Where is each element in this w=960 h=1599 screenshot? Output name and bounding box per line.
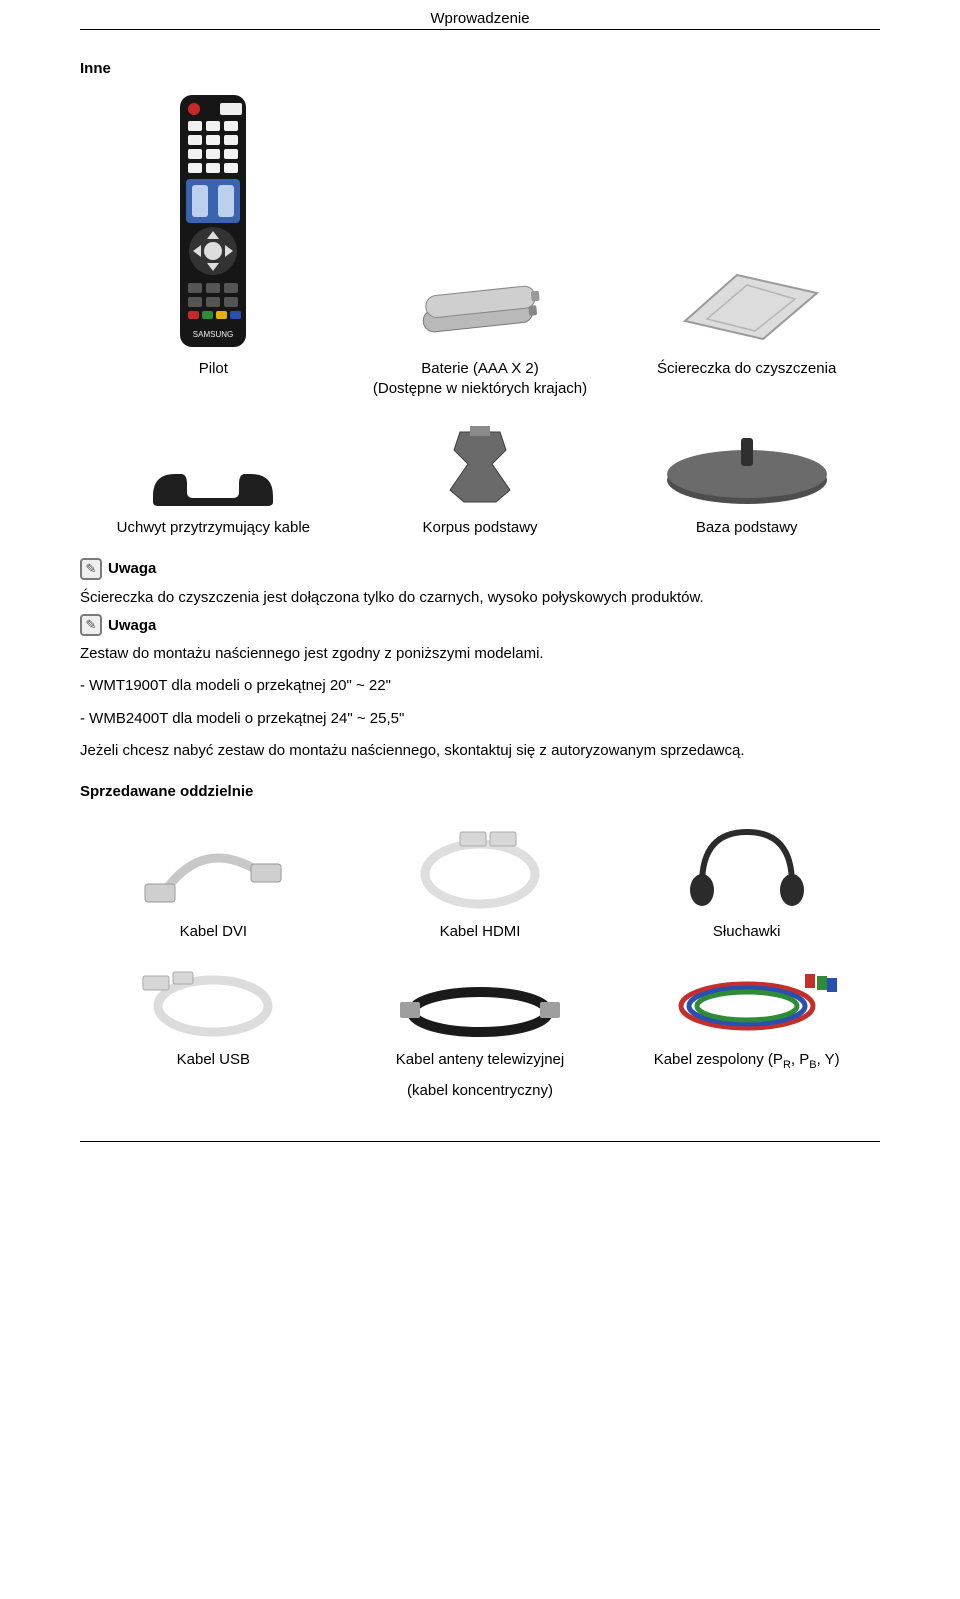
- row-4-images: [80, 962, 880, 1042]
- caption-antena-sub: (kabel koncentryczny): [347, 1081, 614, 1101]
- section-inne: Inne: [80, 60, 880, 77]
- caption-sluchawki: Słuchawki: [613, 922, 880, 942]
- headphones-icon: [672, 814, 822, 914]
- divider-top: [80, 29, 880, 30]
- stand-base-icon: [657, 430, 837, 510]
- caption-baterie: Baterie (AAA X 2): [347, 359, 614, 379]
- note-label-2: Uwaga: [108, 617, 156, 634]
- caption-sciereczka: Ściereczka do czyszczenia: [613, 359, 880, 400]
- row-1-captions: Pilot Baterie (AAA X 2) (Dostępne w niek…: [80, 359, 880, 400]
- caption-baterie-sub: (Dostępne w niektórych krajach): [347, 379, 614, 399]
- row-3-images: [80, 814, 880, 914]
- row-3-captions: Kabel DVI Kabel HDMI Słuchawki: [80, 922, 880, 942]
- batteries-icon: [405, 281, 555, 351]
- cloth-icon: [667, 261, 827, 351]
- bullet-2: - WMB2400T dla modeli o przekątnej 24" ~…: [80, 709, 880, 729]
- note2-text: Zestaw do montażu naściennego jest zgodn…: [80, 644, 880, 664]
- row-2-captions: Uchwyt przytrzymujący kable Korpus podst…: [80, 518, 880, 538]
- row-2-images: [80, 420, 880, 510]
- divider-bottom: [80, 1141, 880, 1142]
- hdmi-cable-icon: [400, 824, 560, 914]
- contact-text: Jeżeli chcesz nabyć zestaw do montażu na…: [80, 741, 880, 761]
- usb-cable-icon: [133, 962, 293, 1042]
- caption-usb: Kabel USB: [80, 1050, 347, 1101]
- remote-icon: SAMSUNG: [174, 91, 252, 351]
- note1-text: Ściereczka do czyszczenia jest dołączona…: [80, 588, 880, 608]
- caption-antena: Kabel anteny telewizyjnej: [347, 1050, 614, 1070]
- svg-text:SAMSUNG: SAMSUNG: [193, 330, 233, 339]
- row-1-images: SAMSUNG: [80, 91, 880, 351]
- section-sold-sep: Sprzedawane oddzielnie: [80, 783, 880, 800]
- note-icon: ✎: [80, 614, 102, 636]
- bullet-1: - WMT1900T dla modeli o przekątnej 20" ~…: [80, 676, 880, 696]
- row-4-captions: Kabel USB Kabel anteny telewizyjnej (kab…: [80, 1050, 880, 1101]
- page-title: Wprowadzenie: [80, 10, 880, 27]
- note-label-1: Uwaga: [108, 560, 156, 577]
- coax-cable-icon: [390, 972, 570, 1042]
- dvi-cable-icon: [133, 824, 293, 914]
- caption-korpus: Korpus podstawy: [347, 518, 614, 538]
- caption-component: Kabel zespolony (PR, PB, Y): [613, 1050, 880, 1101]
- component-cable-icon: [657, 962, 837, 1042]
- caption-baza: Baza podstawy: [613, 518, 880, 538]
- note-icon: ✎: [80, 558, 102, 580]
- caption-hdmi: Kabel HDMI: [347, 922, 614, 942]
- cable-holder-icon: [133, 460, 293, 510]
- caption-dvi: Kabel DVI: [80, 922, 347, 942]
- stand-neck-icon: [420, 420, 540, 510]
- caption-pilot: Pilot: [80, 359, 347, 400]
- caption-uchwyt: Uchwyt przytrzymujący kable: [80, 518, 347, 538]
